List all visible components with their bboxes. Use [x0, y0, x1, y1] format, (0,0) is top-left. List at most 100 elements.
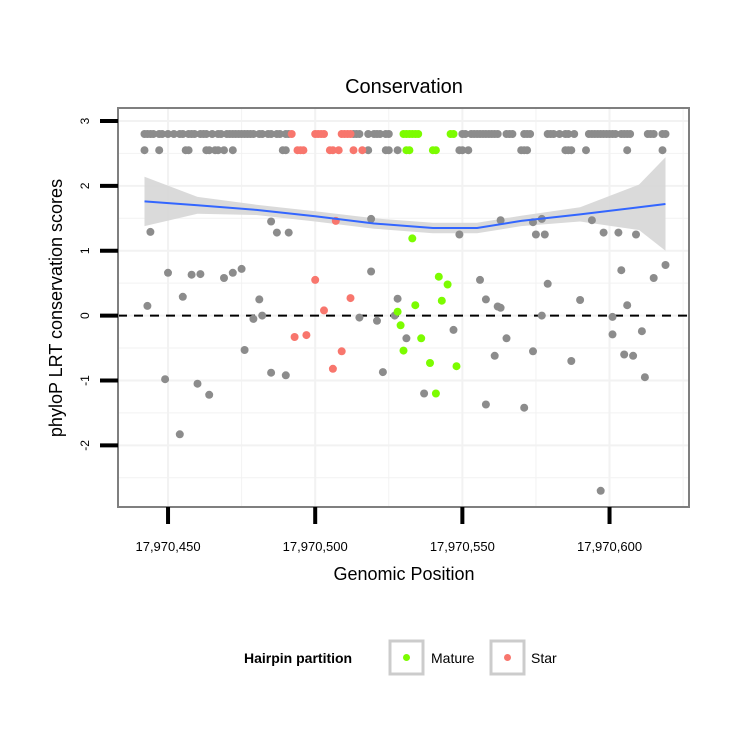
point-other	[267, 217, 276, 226]
point-star	[320, 306, 328, 315]
y-tick-label: 1	[78, 247, 92, 254]
point-other	[275, 130, 284, 138]
point-other	[608, 312, 617, 321]
point-other	[567, 357, 576, 365]
plot-panel	[118, 108, 689, 507]
point-other	[355, 313, 364, 322]
point-other	[564, 130, 573, 138]
plot-border	[117, 107, 690, 508]
y-tick-label: -2	[78, 440, 92, 451]
point-other	[190, 130, 199, 138]
point-other	[281, 371, 290, 380]
chart-title: Conservation	[345, 76, 463, 98]
point-other	[146, 227, 155, 236]
point-star	[328, 364, 337, 373]
point-other	[520, 403, 529, 412]
point-other	[378, 368, 387, 377]
point-mature	[426, 359, 434, 367]
point-other	[420, 389, 429, 398]
point-mature	[411, 301, 420, 310]
point-star	[311, 275, 320, 284]
point-other	[481, 400, 490, 409]
point-other	[249, 130, 258, 138]
point-other	[661, 130, 670, 138]
point-mature	[431, 389, 440, 398]
point-other	[258, 311, 267, 320]
legend: Hairpin partition Mature Star	[244, 639, 557, 676]
point-other	[587, 216, 596, 225]
point-other	[205, 390, 214, 399]
legend-item-star: Star	[489, 639, 557, 676]
point-other	[502, 334, 511, 343]
point-other	[496, 216, 505, 225]
point-star	[290, 333, 299, 341]
point-mature	[443, 280, 452, 289]
point-other	[623, 301, 632, 310]
point-other	[367, 267, 376, 276]
point-mature	[449, 130, 458, 138]
point-other	[140, 146, 149, 155]
point-other	[355, 130, 364, 138]
point-other	[214, 146, 223, 155]
point-other	[576, 296, 585, 304]
point-other	[620, 350, 629, 359]
point-other	[217, 130, 225, 138]
point-other	[267, 368, 276, 377]
point-mature	[408, 234, 417, 243]
point-other	[202, 130, 211, 138]
point-other	[649, 274, 658, 282]
point-other	[529, 347, 537, 356]
point-other	[570, 130, 579, 138]
point-other	[220, 146, 228, 155]
point-other	[508, 130, 517, 138]
point-other	[249, 314, 258, 323]
data-points	[140, 130, 670, 495]
point-other	[255, 295, 264, 304]
point-other	[220, 274, 228, 282]
legend-title: Hairpin partition	[244, 650, 352, 666]
point-other	[640, 373, 649, 382]
point-other	[196, 270, 205, 279]
y-axis: -2 -1 0 1 2 3	[78, 117, 118, 451]
legend-dot-mature	[403, 654, 410, 661]
confidence-band	[144, 157, 666, 251]
point-other	[267, 130, 276, 138]
point-star	[346, 130, 355, 138]
point-other	[623, 146, 632, 155]
point-other	[208, 130, 217, 138]
point-other	[384, 130, 393, 138]
point-other	[193, 379, 202, 388]
point-star	[349, 146, 358, 155]
point-other	[237, 264, 246, 273]
point-other	[158, 130, 167, 138]
point-other	[178, 130, 187, 138]
point-mature	[393, 307, 402, 316]
point-other	[187, 270, 196, 279]
point-other	[184, 146, 193, 155]
point-star	[287, 130, 296, 138]
point-other	[155, 146, 164, 155]
point-other	[281, 146, 290, 155]
point-other	[373, 316, 381, 325]
point-other	[658, 146, 667, 155]
point-other	[582, 146, 590, 155]
point-other	[493, 130, 502, 138]
point-other	[376, 130, 384, 138]
point-other	[364, 146, 373, 155]
legend-item-mature: Mature	[388, 639, 475, 676]
point-star	[299, 146, 308, 155]
point-other	[632, 230, 640, 239]
point-other	[367, 214, 376, 223]
point-other	[537, 311, 546, 320]
point-other	[629, 351, 638, 360]
point-mature	[434, 272, 443, 281]
point-other	[143, 301, 152, 310]
point-star	[334, 146, 343, 155]
point-other	[461, 130, 470, 138]
point-other	[164, 130, 172, 138]
x-axis-label: Genomic Position	[333, 564, 474, 584]
x-axis: 17,970,450 17,970,500 17,970,550 17,970,600	[135, 507, 642, 554]
point-star	[320, 130, 328, 138]
point-other	[161, 375, 170, 384]
